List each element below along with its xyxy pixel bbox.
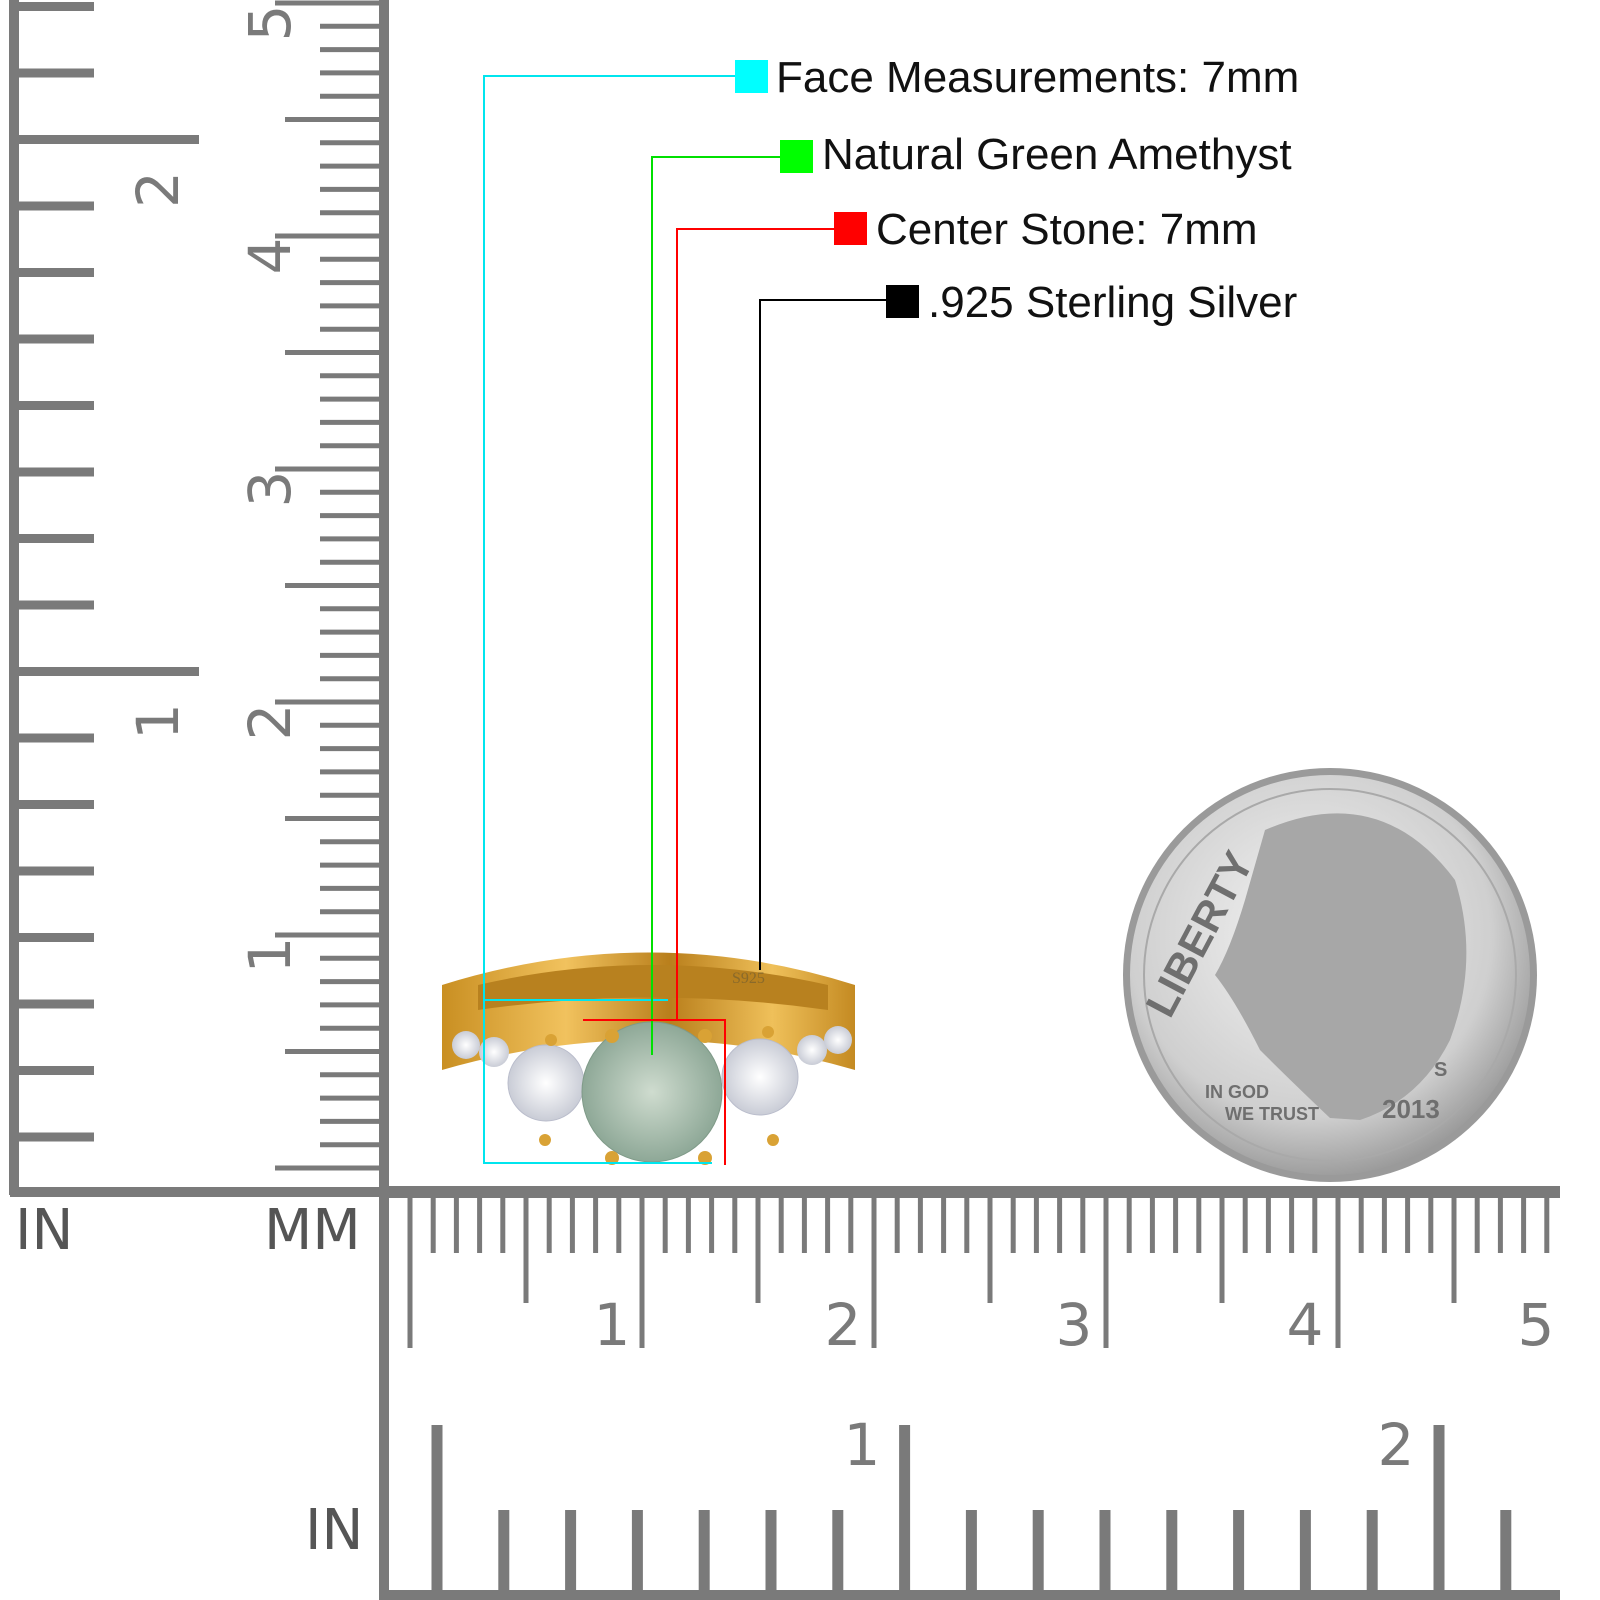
- callout-lines: [483, 75, 886, 1165]
- vertical-cm-label: 5: [236, 5, 304, 42]
- horizontal-cm-label: 4: [1287, 1291, 1324, 1359]
- rulers: 1 2 3 4 5 1 2 1 2 3 4 5 1 2: [9, 0, 1560, 1600]
- legend-center-stone: Center Stone: 7mm: [876, 205, 1258, 254]
- coin-mint-mark: S: [1434, 1059, 1447, 1081]
- legend-metal: .925 Sterling Silver: [928, 278, 1298, 327]
- vertical-cm-label: 4: [236, 238, 304, 275]
- horizontal-cm-label: 3: [1056, 1291, 1093, 1359]
- horizontal-inch-label: 1: [844, 1411, 881, 1479]
- horizontal-cm-label: 1: [594, 1291, 631, 1359]
- vertical-inch-label: 2: [124, 171, 192, 208]
- dime-coin: LIBERTY IN GOD WE TRUST 2013 S: [1123, 768, 1537, 1182]
- vertical-cm-label: 3: [236, 471, 304, 508]
- legend-face-measurements: Face Measurements: 7mm: [776, 53, 1300, 102]
- prongs: [539, 1026, 779, 1165]
- gemstone-line: [651, 156, 780, 1055]
- accent-stone-right: [721, 1038, 799, 1116]
- unit-label-in-left: IN: [15, 1198, 74, 1263]
- face-measure-line: [483, 75, 735, 1164]
- coin-portrait: [1215, 813, 1467, 1120]
- vertical-cm-label: 2: [236, 704, 304, 741]
- side-stones-right: [797, 1026, 852, 1065]
- legend-swatch-metal: [886, 285, 919, 318]
- legend-swatch-face: [735, 60, 768, 93]
- horizontal-cm-label: 5: [1518, 1291, 1555, 1359]
- horizontal-cm-label: 2: [825, 1291, 862, 1359]
- unit-label-mm: MM: [264, 1198, 361, 1263]
- accent-stone-left: [507, 1044, 585, 1122]
- legend-swatch-center-stone: [834, 212, 867, 245]
- legend-swatch-gemstone: [780, 140, 813, 173]
- vertical-cm-label: 1: [236, 937, 304, 974]
- center-stone-line: [583, 228, 834, 1165]
- unit-label-in-bottom: IN: [305, 1498, 364, 1563]
- vertical-inch-label: 1: [124, 703, 192, 740]
- coin-year: 2013: [1382, 1094, 1440, 1124]
- ring-illustration: S925: [442, 952, 855, 1165]
- side-stones-left: [452, 1031, 509, 1067]
- coin-motto-2: WE TRUST: [1225, 1104, 1319, 1124]
- ring-stamp: S925: [732, 970, 765, 987]
- metal-line: [759, 299, 886, 970]
- horizontal-inch-label: 2: [1378, 1411, 1415, 1479]
- coin-motto-1: IN GOD: [1205, 1082, 1269, 1102]
- legend-gemstone: Natural Green Amethyst: [822, 130, 1292, 179]
